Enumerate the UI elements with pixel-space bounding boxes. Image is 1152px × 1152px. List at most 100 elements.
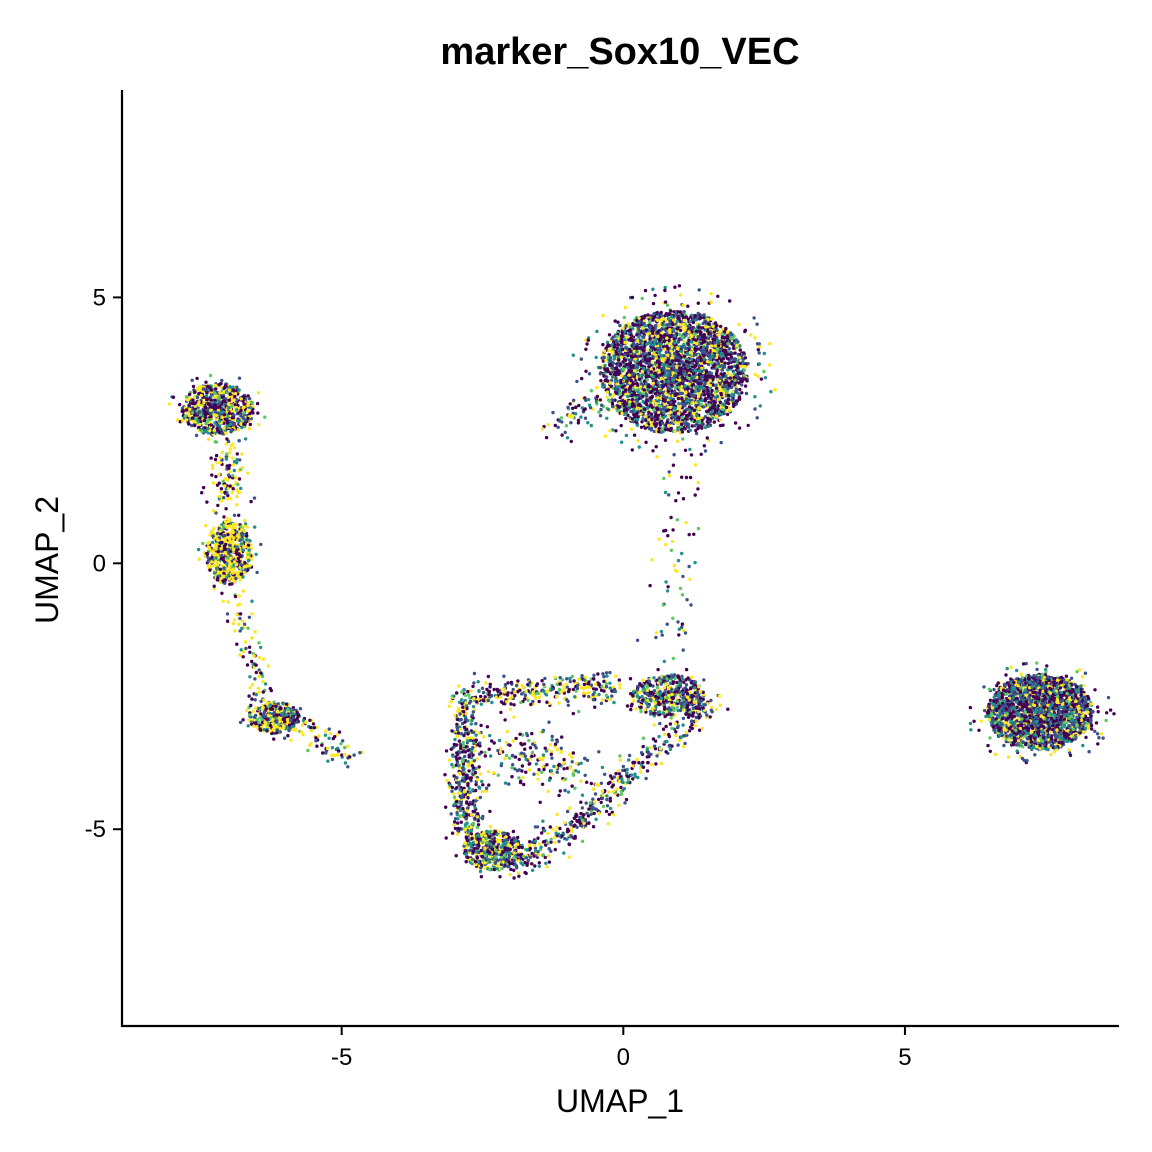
- scatter-point: [650, 373, 654, 377]
- scatter-point: [711, 364, 716, 368]
- scatter-point: [725, 330, 730, 334]
- scatter-point: [699, 316, 703, 320]
- scatter-point: [742, 368, 747, 372]
- scatter-point: [611, 361, 616, 365]
- scatter-point: [615, 334, 619, 338]
- scatter-point: [640, 296, 644, 301]
- scatter-point: [625, 346, 629, 350]
- scatter-point: [635, 407, 639, 411]
- scatter-point: [712, 420, 716, 424]
- scatter-point: [728, 376, 732, 380]
- scatter-point: [575, 379, 579, 384]
- scatter-point: [644, 440, 648, 444]
- scatter-point: [645, 378, 649, 382]
- scatter-point: [655, 359, 660, 363]
- scatter-point: [720, 335, 725, 339]
- scatter-point: [723, 380, 727, 385]
- scatter-point: [620, 411, 624, 416]
- scatter-point: [615, 409, 620, 413]
- scatter-point: [643, 314, 647, 318]
- scatter-point: [660, 426, 665, 431]
- scatter-point: [641, 394, 645, 399]
- scatter-point: [620, 440, 624, 444]
- scatter-point: [1065, 678, 1069, 682]
- scatter-point: [1055, 685, 1059, 689]
- scatter-point: [608, 429, 612, 433]
- scatter-point: [640, 369, 644, 374]
- scatter-point: [738, 344, 742, 348]
- scatter-point: [637, 335, 641, 339]
- scatter-point: [638, 339, 643, 343]
- scatter-point: [610, 351, 615, 355]
- scatter-point: [731, 382, 735, 386]
- scatter-point: [730, 342, 734, 346]
- scatter-point: [607, 353, 611, 357]
- scatter-point: [646, 341, 650, 346]
- scatter-point: [640, 326, 644, 330]
- scatter-point: [624, 416, 628, 421]
- scatter-point: [708, 403, 712, 407]
- scatter-point: [615, 372, 619, 377]
- scatter-point: [659, 334, 663, 338]
- scatter-point: [672, 318, 676, 322]
- scatter-point: [728, 299, 732, 303]
- scatter-point: [638, 385, 643, 389]
- scatter-point: [708, 379, 712, 383]
- scatter-point: [617, 370, 621, 374]
- scatter-point: [1108, 708, 1113, 712]
- scatter-point: [706, 416, 710, 421]
- scatter-point: [651, 343, 656, 347]
- scatter-point: [619, 423, 623, 428]
- scatter-point: [1009, 677, 1013, 681]
- scatter-point: [727, 347, 731, 351]
- scatter-point: [692, 393, 696, 398]
- scatter-point: [698, 368, 702, 372]
- scatter-point: [679, 355, 683, 359]
- scatter-point: [690, 406, 694, 410]
- scatter-point: [635, 423, 640, 427]
- scatter-point: [678, 328, 683, 333]
- scatter-point: [676, 359, 681, 363]
- scatter-point: [1026, 676, 1031, 680]
- scatter-point: [624, 407, 628, 411]
- scatter-point: [1101, 736, 1105, 740]
- scatter-point: [694, 353, 698, 357]
- scatter-point: [677, 385, 681, 389]
- scatter-point: [649, 370, 653, 374]
- scatter-point: [673, 411, 677, 416]
- scatter-point: [627, 329, 631, 333]
- scatter-point: [712, 337, 717, 341]
- scatter-point: [719, 358, 723, 362]
- scatter-point: [1089, 723, 1094, 728]
- scatter-point: [673, 334, 677, 338]
- scatter-point: [629, 358, 634, 362]
- scatter-point: [660, 430, 665, 434]
- scatter-point: [684, 346, 688, 351]
- scatter-point: [586, 397, 591, 402]
- scatter-point: [709, 300, 713, 304]
- scatter-point: [621, 390, 626, 395]
- scatter-point: [726, 387, 730, 391]
- scatter-point: [615, 352, 619, 356]
- scatter-point: [992, 728, 996, 732]
- scatter-point: [635, 382, 639, 386]
- scatter-point: [659, 310, 663, 315]
- scatter-point: [659, 376, 664, 381]
- scatter-point: [630, 338, 634, 342]
- scatter-point: [1002, 743, 1006, 748]
- scatter-point: [618, 392, 623, 396]
- scatter-point: [982, 685, 986, 689]
- scatter-point: [701, 334, 705, 338]
- scatter-point: [629, 378, 633, 383]
- scatter-point: [733, 421, 738, 425]
- scatter-point: [755, 342, 760, 346]
- scatter-point: [701, 321, 705, 326]
- scatter-point: [646, 354, 650, 359]
- scatter-point: [612, 357, 616, 361]
- scatter-point: [637, 445, 641, 449]
- scatter-point: [662, 325, 666, 329]
- scatter-point: [655, 406, 659, 410]
- scatter-point: [669, 349, 673, 353]
- scatter-point: [738, 361, 742, 365]
